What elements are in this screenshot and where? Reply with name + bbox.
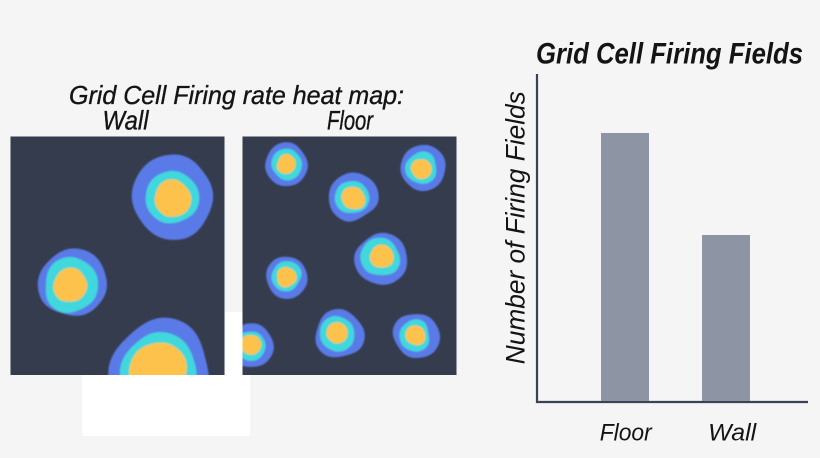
svg-text:Wall: Wall [103,106,150,136]
svg-text:Number of Firing Fields: Number of Firing Fields [501,91,531,364]
svg-text:Floor: Floor [600,419,653,446]
svg-text:Grid Cell Firing rate heat map: Grid Cell Firing rate heat map: [69,80,404,110]
svg-text:Floor: Floor [327,106,374,136]
svg-text:Grid Cell Firing Fields: Grid Cell Firing Fields [536,38,803,71]
svg-text:Wall: Wall [708,419,757,446]
